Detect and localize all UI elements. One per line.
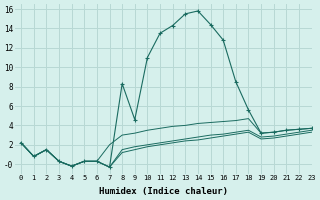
- X-axis label: Humidex (Indice chaleur): Humidex (Indice chaleur): [99, 187, 228, 196]
